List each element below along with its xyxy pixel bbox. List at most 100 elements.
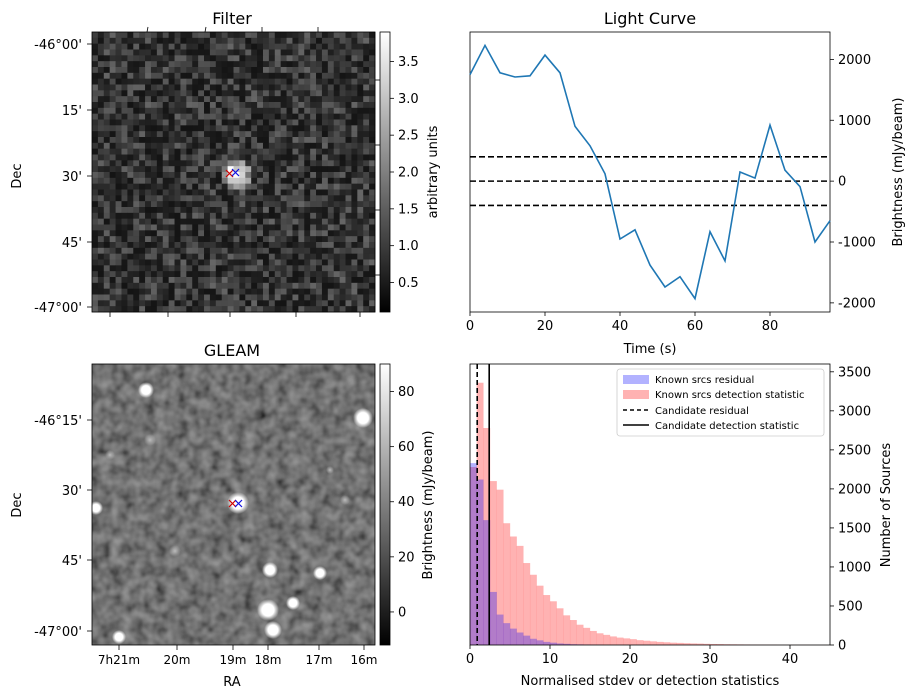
filter-pixel xyxy=(186,49,193,56)
filter-pixel xyxy=(262,78,270,85)
filter-pixel xyxy=(286,306,293,313)
filter-pixel xyxy=(268,177,276,184)
filter-pixel xyxy=(221,78,228,85)
filter-pixel xyxy=(298,277,305,284)
filter-pixel xyxy=(227,166,234,173)
filter-pixel xyxy=(292,148,299,155)
filter-pixel xyxy=(115,300,122,307)
filter-pixel xyxy=(92,72,99,79)
filter-pixel xyxy=(310,271,317,278)
filter-pixel xyxy=(286,282,293,289)
filter-pixel xyxy=(333,271,340,278)
lightcurve-panel: Light Curve 0 20 40 60 80 -2000-100001000200… xyxy=(466,9,906,357)
filter-pixel xyxy=(168,288,175,295)
filter-pixel xyxy=(321,131,329,138)
filter-pixel xyxy=(192,218,199,225)
filter-pixel xyxy=(233,137,240,144)
filter-pixel xyxy=(286,172,293,179)
filter-pixel xyxy=(339,49,346,56)
filter-pixel xyxy=(198,90,205,97)
histogram-ytick-label: 3500 xyxy=(838,365,871,380)
filter-pixel xyxy=(310,119,317,126)
filter-pixel xyxy=(133,300,140,307)
filter-pixel xyxy=(292,224,299,231)
filter-pixel xyxy=(257,230,264,237)
filter-pixel xyxy=(186,90,193,97)
filter-pixel xyxy=(363,271,370,278)
filter-pixel xyxy=(280,282,287,289)
filter-pixel xyxy=(363,189,370,196)
filter-pixel xyxy=(233,207,240,214)
filter-pixel xyxy=(215,236,223,243)
filter-pixel xyxy=(215,306,223,313)
filter-pixel xyxy=(109,288,116,295)
filter-pixel xyxy=(168,177,175,184)
filter-pixel xyxy=(145,212,152,219)
filter-pixel xyxy=(369,247,376,254)
filter-pixel xyxy=(162,67,169,74)
filter-pixel xyxy=(268,230,276,237)
filter-pixel xyxy=(262,43,270,50)
filter-pixel xyxy=(369,242,376,249)
filter-pixel xyxy=(351,177,358,184)
filter-pixel xyxy=(204,160,211,167)
lightcurve-x-ticks: 0 20 40 60 80 xyxy=(466,312,778,334)
filter-pixel xyxy=(351,72,358,79)
filter-pixel xyxy=(115,242,122,249)
histogram-bar xyxy=(616,637,624,645)
filter-pixel xyxy=(369,224,376,231)
filter-pixel xyxy=(274,183,281,190)
filter-pixel xyxy=(369,148,376,155)
filter-pixel xyxy=(292,72,299,79)
filter-pixel xyxy=(121,78,128,85)
filter-pixel xyxy=(121,230,128,237)
filter-pixel xyxy=(209,160,217,167)
filter-pixel xyxy=(316,224,323,231)
filter-pixel xyxy=(321,224,329,231)
filter-pixel xyxy=(310,306,317,313)
filter-pixel xyxy=(174,84,181,91)
filter-pixel xyxy=(310,125,317,132)
histogram-bar xyxy=(496,489,504,645)
filter-pixel xyxy=(145,90,152,97)
filter-pixel xyxy=(292,207,299,214)
filter-pixel xyxy=(316,32,323,39)
filter-pixel xyxy=(304,224,311,231)
filter-pixel xyxy=(369,277,376,284)
filter-pixel xyxy=(298,49,305,56)
filter-pixel xyxy=(192,201,199,208)
filter-pixel xyxy=(145,32,152,39)
filter-pixel xyxy=(198,271,205,278)
filter-pixel xyxy=(345,49,352,56)
filter-pixel xyxy=(351,172,358,179)
filter-pixel xyxy=(215,183,223,190)
filter-pixel xyxy=(97,172,105,179)
filter-pixel xyxy=(204,154,211,161)
filter-pixel xyxy=(180,224,187,231)
filter-pixel xyxy=(97,195,105,202)
filter-pixel xyxy=(321,55,329,62)
filter-pixel xyxy=(339,195,346,202)
filter-pixel xyxy=(239,218,246,225)
legend-swatch-residual xyxy=(623,375,649,384)
filter-pixel xyxy=(139,61,146,68)
filter-pixel xyxy=(92,43,99,50)
filter-pixel xyxy=(204,102,211,109)
filter-pixel xyxy=(292,300,299,307)
filter-pixel xyxy=(351,125,358,132)
filter-pixel xyxy=(286,119,293,126)
filter-pixel xyxy=(280,201,287,208)
gleam-axis-ticks xyxy=(87,419,365,650)
filter-pixel xyxy=(121,224,128,231)
filter-pixel xyxy=(192,102,199,109)
filter-pixel xyxy=(92,131,99,138)
filter-pixel xyxy=(162,306,169,313)
filter-pixel xyxy=(321,72,329,79)
filter-pixel xyxy=(363,131,370,138)
filter-pixel xyxy=(327,218,335,225)
filter-pixel xyxy=(239,265,246,272)
filter-pixel xyxy=(115,131,122,138)
filter-pixel xyxy=(209,288,217,295)
filter-pixel xyxy=(156,148,164,155)
filter-pixel xyxy=(97,282,105,289)
